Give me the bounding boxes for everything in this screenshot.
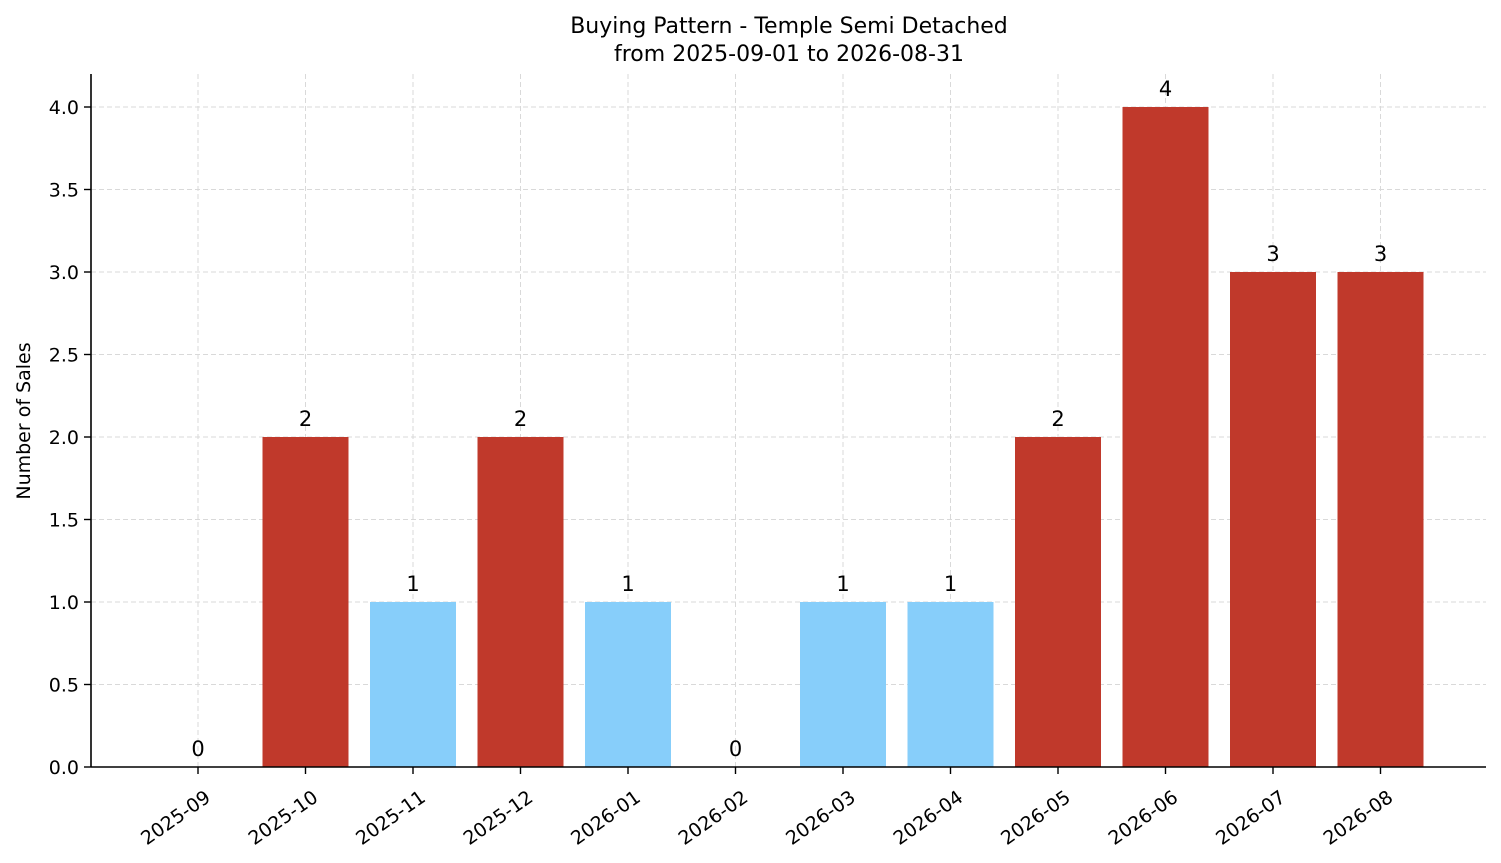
- data-label-2025-12: 2: [514, 407, 527, 431]
- data-label-2026-01: 1: [621, 572, 634, 596]
- y-tick-label-1: 0.5: [49, 675, 79, 697]
- data-label-2025-11: 1: [406, 572, 419, 596]
- y-tick-label-0: 0.0: [49, 757, 79, 779]
- bar-2025-12: [477, 437, 564, 767]
- x-tick-label-2026-08: 2026-08: [1320, 786, 1398, 850]
- chart-title-line-1: Buying Pattern - Temple Semi Detached: [570, 14, 1008, 39]
- bar-2026-06: [1122, 107, 1209, 767]
- bar-2025-11: [370, 602, 456, 767]
- y-tick-label-8: 4.0: [49, 97, 79, 119]
- y-tick-label-7: 3.5: [49, 180, 79, 202]
- x-tick-label-2026-05: 2026-05: [997, 786, 1075, 850]
- x-tick-label-2026-04: 2026-04: [890, 786, 968, 850]
- x-tick-label-2025-11: 2025-11: [352, 786, 430, 850]
- data-label-2026-04: 1: [944, 572, 957, 596]
- data-label-2026-05: 2: [1051, 407, 1064, 431]
- data-label-2026-08: 3: [1374, 242, 1387, 266]
- bars: [262, 107, 1424, 767]
- bar-2026-07: [1230, 272, 1316, 767]
- x-tick-label-2025-10: 2025-10: [245, 786, 323, 850]
- x-tick-label-2026-01: 2026-01: [567, 786, 645, 850]
- data-label-2025-10: 2: [299, 407, 312, 431]
- data-label-2026-07: 3: [1266, 242, 1279, 266]
- bar-2026-03: [800, 602, 886, 767]
- chart-title-line-2: from 2025-09-01 to 2026-08-31: [614, 42, 964, 67]
- y-tick-label-4: 2.0: [49, 427, 79, 449]
- x-tick-label-2026-03: 2026-03: [782, 786, 860, 850]
- data-label-2026-02: 0: [729, 737, 742, 761]
- data-labels: 0 2 1 2 1 0 1 1 2 4 3 3: [191, 77, 1387, 761]
- bar-2026-05: [1015, 437, 1101, 767]
- bar-2025-10: [262, 437, 349, 767]
- y-axis-label: Number of Sales: [13, 342, 35, 499]
- y-tick-label-2: 1.0: [49, 592, 79, 614]
- bar-2026-04: [907, 602, 994, 767]
- bar-2026-08: [1337, 272, 1424, 767]
- y-axis-ticks: 0.0 0.5 1.0 1.5 2.0 2.5 3.0 3.5 4.0: [49, 97, 91, 779]
- y-tick-label-6: 3.0: [49, 262, 79, 284]
- y-tick-label-5: 2.5: [49, 345, 79, 367]
- data-label-2026-03: 1: [836, 572, 849, 596]
- bar-2026-01: [585, 602, 671, 767]
- y-tick-label-3: 1.5: [49, 510, 79, 532]
- x-tick-label-2025-12: 2025-12: [460, 786, 538, 850]
- data-label-2026-06: 4: [1159, 77, 1172, 101]
- x-axis-ticks: 2025-09 2025-10 2025-11 2025-12 2026-01 2026-…: [137, 767, 1397, 850]
- data-label-2025-09: 0: [191, 737, 204, 761]
- x-tick-label-2026-07: 2026-07: [1212, 786, 1290, 850]
- x-tick-label-2025-09: 2025-09: [137, 786, 215, 850]
- x-tick-label-2026-02: 2026-02: [675, 786, 753, 850]
- x-tick-label-2026-06: 2026-06: [1105, 786, 1183, 850]
